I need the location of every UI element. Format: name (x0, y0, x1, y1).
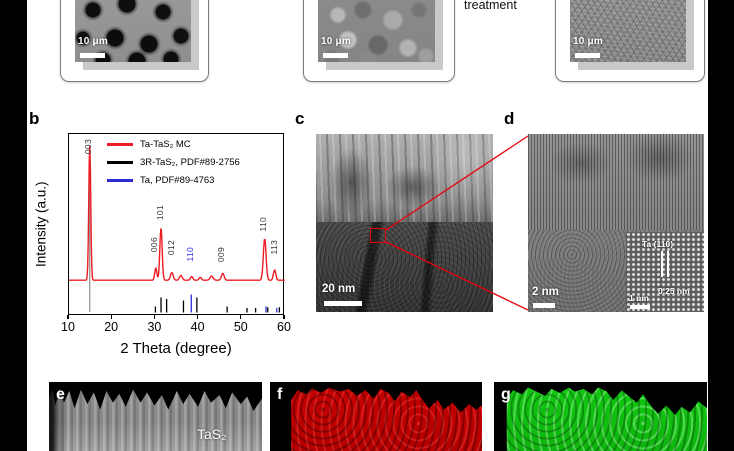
legend-line-swatch (107, 160, 133, 164)
x-tick-mark (283, 315, 285, 319)
x-tick-mark (197, 315, 199, 319)
legend-line-swatch (107, 178, 133, 182)
scale-bar (323, 53, 348, 58)
legend-line-swatch (107, 142, 133, 146)
eds-map-green: g (494, 382, 707, 451)
x-tick-label: 10 (61, 320, 75, 334)
spacing-label: 0.25 nm (658, 286, 690, 296)
y-axis-label: Intensity (a.u.) (33, 181, 49, 267)
lattice-line (667, 251, 669, 277)
roi-box (370, 228, 386, 243)
tem-lower-region (316, 222, 493, 312)
hrtem-fringes-region (528, 134, 704, 230)
material-label: TaS₂ (197, 426, 227, 442)
eds-map-red: f (270, 382, 482, 451)
legend-label: Ta, PDF#89-4763 (140, 174, 215, 186)
scale-label: 2 nm (532, 286, 559, 298)
panel-label-d: d (504, 109, 515, 128)
eds-red-body (291, 387, 482, 451)
panel-label-f: f (277, 386, 283, 403)
scale-bar (575, 53, 600, 58)
x-axis-label: 2 Theta (degree) (120, 340, 232, 357)
x-tick-label: 50 (233, 320, 248, 334)
peak-hkl-label: 110 (258, 217, 269, 232)
panel-label-b: b (29, 109, 40, 128)
x-tick-label: 30 (147, 320, 162, 334)
scale-label: 20 nm (322, 283, 356, 295)
sem-image-network: 10 μm (570, 0, 686, 62)
scale-label: 10 μm (573, 36, 603, 47)
treatment-label: treatment (464, 0, 517, 12)
scale-bar (80, 53, 105, 58)
inset-scale-label: 1 nm (629, 293, 649, 303)
scale-label: 10 μm (78, 36, 108, 47)
peak-hkl-label: 003 (83, 139, 94, 155)
peak-hkl-label: 113 (268, 240, 279, 255)
xrd-legend: Ta-TaS₂ MC 3R-TaS₂, PDF#89-2756 Ta, PDF#89… (107, 137, 240, 187)
sem-image-porous: 10 μm (75, 0, 191, 62)
right-black-bar (708, 0, 734, 451)
peak-hkl-label: 009 (216, 247, 227, 263)
eds-electron-image: e TaS₂ (49, 382, 262, 451)
peak-hkl-label: 012 (165, 240, 176, 256)
scale-bar (533, 303, 555, 308)
panel-label-c: c (295, 109, 305, 128)
legend-item: 3R-TaS₂, PDF#89-2756 (107, 155, 240, 169)
x-tick-label: 60 (277, 320, 291, 334)
x-tick-label: 40 (190, 320, 205, 334)
eds-green-body (506, 387, 707, 451)
legend-item: Ta, PDF#89-4763 (107, 173, 240, 187)
panel-label-g: g (501, 386, 511, 403)
sem-image-granular: 10 μm (318, 0, 435, 62)
x-tick-mark (67, 315, 69, 319)
scale-bar (324, 301, 362, 306)
panel-label-e: e (56, 386, 65, 403)
peak-hkl-label: 101 (154, 205, 165, 221)
left-black-bar (0, 0, 27, 451)
x-tick-mark (110, 315, 112, 319)
tem-upper-region (316, 134, 493, 222)
xrd-plot: Ta-TaS₂ MC 3R-TaS₂, PDF#89-2756 Ta, PDF#89… (68, 133, 285, 315)
inset-scale-bar (630, 305, 650, 309)
legend-label: 3R-TaS₂, PDF#89-2756 (140, 156, 240, 168)
x-tick-mark (153, 315, 156, 319)
xrd-curve-svg (69, 145, 285, 313)
eds-electron-body (49, 388, 262, 451)
hrtem-inset (626, 232, 704, 312)
scale-label: 10 μm (321, 36, 351, 47)
lattice-line (661, 251, 663, 277)
x-tick-mark (240, 315, 242, 319)
x-tick-label: 20 (104, 320, 119, 334)
legend-item: Ta-TaS₂ MC (107, 137, 240, 151)
peak-hkl-label: 110 (185, 247, 196, 262)
plane-label: Ta (110) (642, 239, 674, 249)
peak-hkl-label: 006 (148, 237, 159, 253)
legend-label: Ta-TaS₂ MC (140, 138, 191, 150)
